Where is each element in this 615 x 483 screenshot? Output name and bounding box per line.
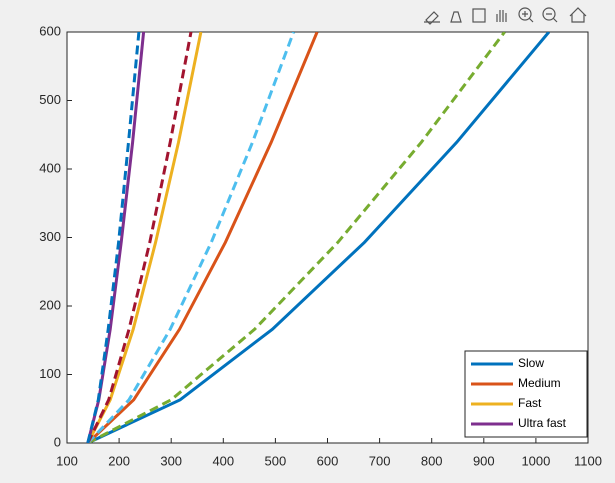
series-line [87,32,551,443]
x-tick-label: 500 [265,453,287,468]
zoom-in-tool[interactable] [518,7,532,21]
legend-label: Fast [518,396,542,410]
x-tick-label: 1100 [574,453,602,468]
y-tick-label: 200 [39,297,61,312]
y-tick-label: 0 [54,434,61,449]
x-tick-label: 200 [108,453,130,468]
legend-label: Ultra fast [518,416,567,430]
legend-label: Medium [518,376,561,390]
toolbar [424,7,587,25]
series-line [87,32,506,443]
y-tick-label: 400 [39,160,61,175]
series-line [86,32,319,443]
x-tick-label: 400 [212,453,234,468]
legend: Slow Medium Fast Ultra fast [464,350,588,438]
x-tick-label: 800 [421,453,443,468]
series-line [86,32,141,443]
brush-tool[interactable] [450,11,462,23]
series-line [86,32,203,443]
datatip-tool[interactable] [472,8,486,23]
x-tick-label: 100 [56,453,78,468]
y-tick-label: 300 [39,229,61,244]
zoom-out-tool[interactable] [542,7,556,21]
y-tick-label: 500 [39,92,61,107]
legend-label: Slow [518,356,544,370]
x-tick-label: 900 [473,453,495,468]
series-line [86,32,146,443]
edit-tool[interactable] [424,11,440,25]
series-line [86,32,296,443]
y-tick-label: 100 [39,366,61,381]
x-tick-label: 700 [369,453,391,468]
y-tick-label: 600 [39,23,61,38]
plot-area [66,31,589,444]
pan-tool[interactable] [496,10,507,22]
x-tick-label: 300 [160,453,182,468]
x-tick-label: 600 [317,453,339,468]
x-tick-label: 1000 [521,453,550,468]
home-tool[interactable] [569,7,587,23]
